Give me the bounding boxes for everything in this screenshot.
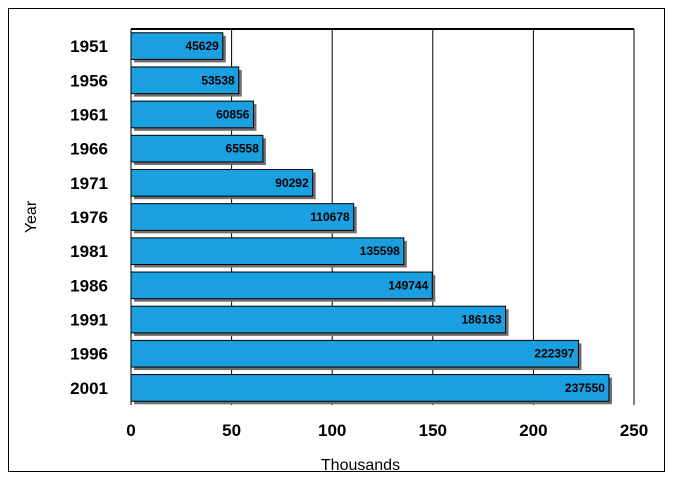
- data-labels: 45629 53538 60856 65558 90292 110678 135598 149…: [185, 39, 605, 395]
- y-tick-label: 1956: [70, 71, 108, 90]
- x-tick-label: 100: [318, 421, 346, 440]
- y-tick-label: 1971: [70, 174, 108, 193]
- y-tick-label: 1981: [70, 242, 108, 261]
- data-label: 53538: [201, 73, 235, 87]
- bar-1986: [130, 271, 433, 300]
- data-label: 222397: [534, 347, 574, 361]
- y-tick-label: 1976: [70, 208, 108, 227]
- y-tick-label: 1961: [70, 105, 108, 124]
- data-label: 186163: [462, 313, 502, 327]
- y-axis-title: Year: [23, 200, 40, 233]
- data-label: 149744: [388, 278, 428, 292]
- y-tick-label: 1951: [70, 37, 108, 56]
- x-tick-label: 250: [620, 421, 648, 440]
- bar-1981: [130, 237, 405, 266]
- y-tick-labels: 1951 1956 1961 1966 1971 1976 1981 1986 1991 1996…: [70, 37, 108, 398]
- bar-1996: [130, 339, 579, 368]
- data-label: 90292: [275, 176, 309, 190]
- bar-1951: [130, 32, 224, 60]
- bar-2001: [130, 374, 610, 402]
- data-label: 60856: [216, 107, 250, 121]
- data-label: 65558: [226, 142, 260, 156]
- bar-1966: [130, 134, 264, 163]
- data-label: 45629: [185, 39, 219, 53]
- x-tick-label: 0: [126, 421, 135, 440]
- data-label: 135598: [360, 244, 400, 258]
- bar-1991: [130, 305, 507, 334]
- y-tick-label: 2001: [70, 379, 108, 398]
- y-tick-label: 1996: [70, 345, 108, 364]
- y-tick-label: 1986: [70, 276, 108, 295]
- bars: [130, 32, 612, 405]
- x-tick-label: 200: [519, 421, 547, 440]
- y-tick-label: 1966: [70, 140, 108, 159]
- x-tick-labels: 0 50 100 150 200 250: [126, 421, 648, 440]
- data-label: 110678: [310, 210, 350, 224]
- x-axis-title: Thousands: [321, 457, 400, 474]
- data-label: 237550: [565, 381, 605, 395]
- x-tick-label: 150: [419, 421, 447, 440]
- y-tick-label: 1991: [70, 311, 108, 330]
- x-tick-label: 50: [222, 421, 241, 440]
